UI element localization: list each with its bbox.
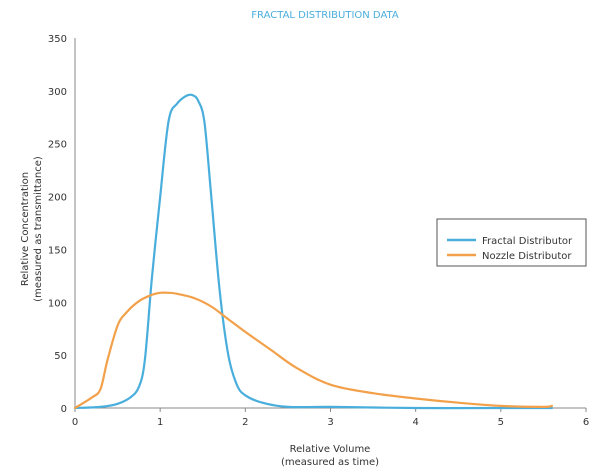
y-tick-label: 250 — [48, 140, 67, 151]
y-tick-label: 100 — [48, 298, 67, 309]
y-axis-title-line-1: Relative Concentration — [20, 172, 31, 286]
series-line-fractal-distributor — [73, 93, 553, 410]
legend-label: Nozzle Distributor — [482, 251, 572, 262]
legend-label: Fractal Distributor — [482, 236, 573, 247]
series-lines — [73, 93, 553, 410]
y-axis-title: Relative Concentration (measured as tran… — [20, 156, 44, 302]
series-line-nozzle-distributor — [73, 291, 553, 410]
y-tick-label: 350 — [48, 34, 67, 45]
y-tick-label: 0 — [61, 404, 67, 415]
x-tick-label: 3 — [327, 417, 333, 428]
tick-labels: 0 50 100 150 200 250 300 350 0 1 2 3 4 5 6 — [48, 34, 589, 428]
x-tick-label: 5 — [498, 417, 504, 428]
chart-title: FRACTAL DISTRIBUTION DATA — [251, 10, 399, 21]
y-axis-title-line-2: (measured as transmittance) — [33, 156, 44, 302]
y-tick-label: 150 — [48, 245, 67, 256]
x-tick-label: 1 — [157, 417, 163, 428]
x-axis-title-line-1: Relative Volume — [290, 444, 371, 455]
x-axis-title-line-2: (measured as time) — [281, 457, 379, 468]
y-tick-label: 50 — [54, 351, 67, 362]
legend-box — [436, 218, 587, 267]
y-tick-label: 200 — [48, 193, 67, 204]
x-tick-label: 2 — [242, 417, 248, 428]
x-tick-label: 6 — [583, 417, 589, 428]
x-tick-label: 4 — [412, 417, 418, 428]
legend: Fractal Distributor Nozzle Distributor — [436, 218, 587, 267]
x-tick-label: 0 — [72, 417, 78, 428]
y-tick-label: 300 — [48, 87, 67, 98]
